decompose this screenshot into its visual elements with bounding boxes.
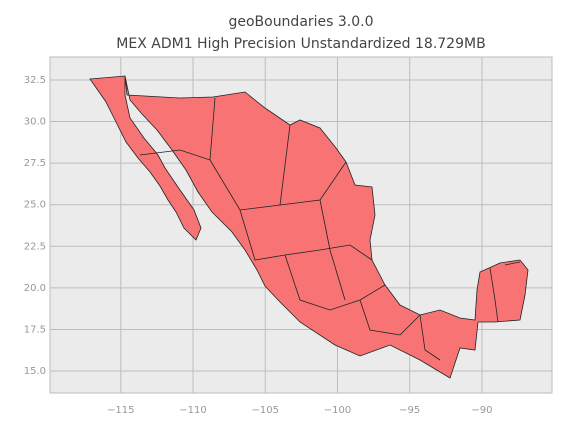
x-tick-label: −90 [471,405,492,416]
y-tick-label: 20.0 [24,283,46,294]
x-tick-label: −95 [399,405,420,416]
mainland [124,75,529,379]
ticks: −115 −110 −105 −100 −95 −90 32.5 30.0 27.5 25.0 22… [24,75,493,416]
chart-subtitle: MEX ADM1 High Precision Unstandardized 1… [116,36,485,52]
y-tick-label: 15.0 [24,366,46,377]
state-border [239,209,373,261]
state-border [489,267,499,323]
state-border [419,314,441,361]
state-border [209,124,291,211]
chart-title: geoBoundaries 3.0.0 [228,14,373,30]
x-tick-label: −110 [179,405,206,416]
state-border [359,299,421,336]
y-tick-label: 27.5 [24,158,46,169]
y-tick-label: 17.5 [24,324,46,335]
baja-peninsula [89,75,202,241]
x-tick-label: −105 [252,405,279,416]
state-border [319,199,346,301]
y-tick-label: 32.5 [24,75,46,86]
map-layer [89,75,529,379]
state-border [139,97,216,161]
y-tick-label: 25.0 [24,200,46,211]
x-tick-label: −100 [324,405,351,416]
state-border [504,261,521,266]
y-tick-label: 22.5 [24,241,46,252]
x-tick-label: −115 [107,405,134,416]
state-border [284,254,386,311]
y-tick-label: 30.0 [24,117,46,128]
